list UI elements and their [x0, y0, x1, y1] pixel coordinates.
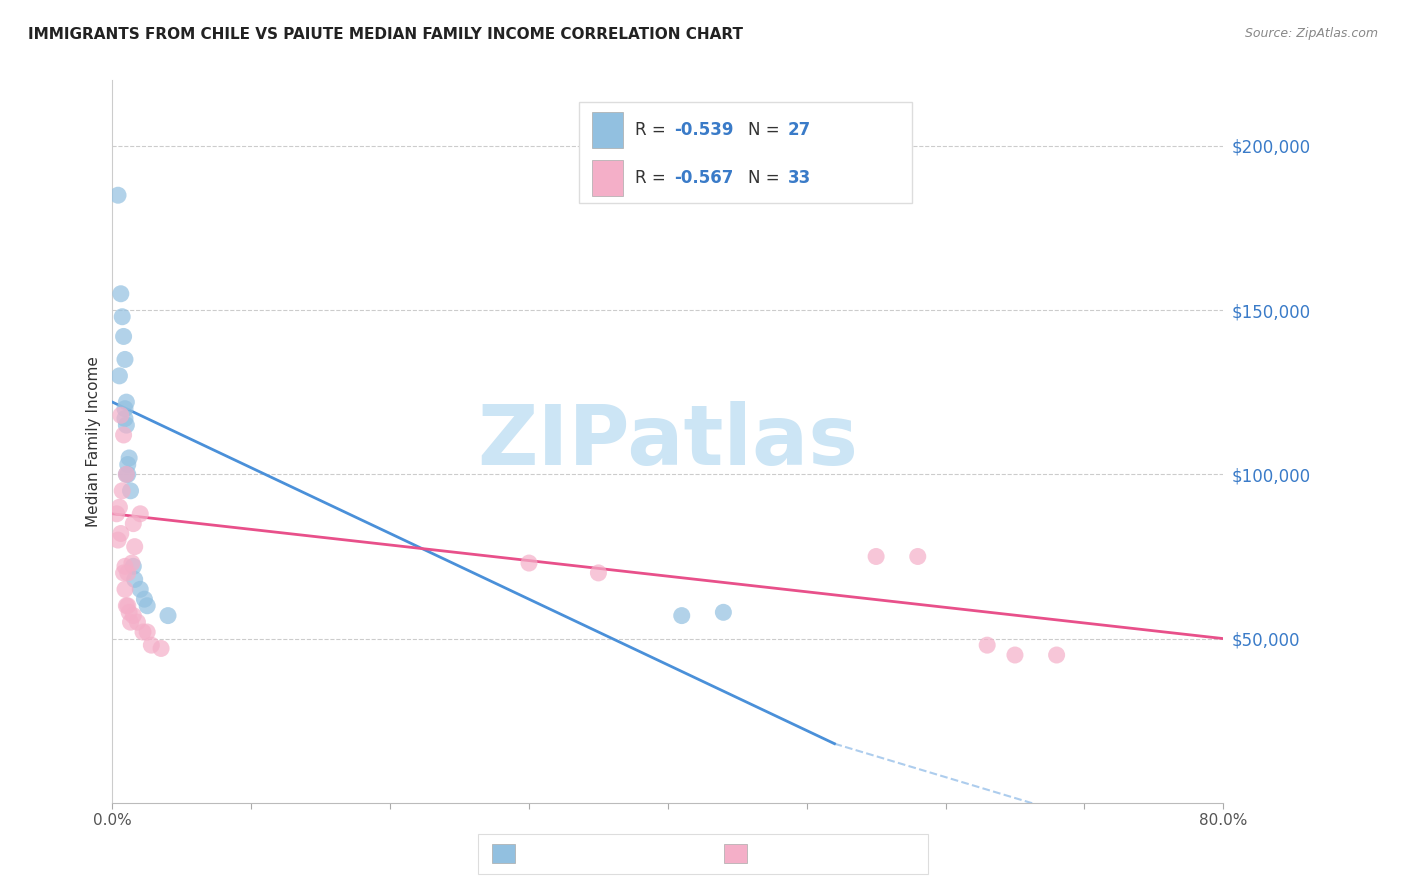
- Point: [121, 556, 143, 570]
- Point: [111, 483, 134, 498]
- Point: [111, 310, 134, 324]
- Point: [134, 592, 156, 607]
- Text: ZIPatlas: ZIPatlas: [478, 401, 858, 482]
- Point: [517, 556, 540, 570]
- Point: [114, 352, 136, 367]
- Point: [136, 625, 159, 640]
- Point: [117, 458, 139, 472]
- Y-axis label: Median Family Income: Median Family Income: [86, 356, 101, 527]
- Text: IMMIGRANTS FROM CHILE VS PAIUTE MEDIAN FAMILY INCOME CORRELATION CHART: IMMIGRANTS FROM CHILE VS PAIUTE MEDIAN F…: [28, 27, 744, 42]
- Text: R =: R =: [634, 169, 671, 186]
- Point: [115, 599, 138, 613]
- Point: [976, 638, 998, 652]
- Text: -0.539: -0.539: [675, 121, 734, 139]
- Text: 33: 33: [787, 169, 811, 186]
- Point: [132, 625, 155, 640]
- Point: [157, 608, 180, 623]
- Point: [114, 582, 136, 597]
- Point: [588, 566, 610, 580]
- Point: [120, 615, 142, 630]
- Point: [117, 599, 139, 613]
- Point: [110, 526, 132, 541]
- Point: [114, 411, 136, 425]
- Text: N =: N =: [748, 121, 785, 139]
- Text: -0.567: -0.567: [675, 169, 734, 186]
- Bar: [592, 160, 623, 196]
- Point: [112, 428, 135, 442]
- Point: [114, 559, 136, 574]
- Text: Immigrants from Chile: Immigrants from Chile: [527, 849, 699, 863]
- Point: [107, 533, 129, 547]
- Point: [115, 395, 138, 409]
- Point: [117, 566, 139, 580]
- Point: [150, 641, 173, 656]
- Point: [110, 409, 132, 423]
- Point: [108, 368, 131, 383]
- FancyBboxPatch shape: [579, 102, 912, 203]
- Point: [1045, 648, 1069, 662]
- Point: [865, 549, 887, 564]
- Point: [118, 605, 141, 619]
- Point: [136, 599, 159, 613]
- Point: [115, 418, 138, 433]
- Point: [122, 559, 145, 574]
- Point: [127, 615, 149, 630]
- Text: R =: R =: [634, 121, 671, 139]
- Point: [141, 638, 163, 652]
- Text: N =: N =: [748, 169, 785, 186]
- Point: [713, 605, 735, 619]
- Point: [117, 467, 139, 482]
- Point: [129, 507, 152, 521]
- Point: [112, 566, 135, 580]
- Bar: [592, 112, 623, 148]
- Text: Paiute: Paiute: [759, 849, 807, 863]
- Point: [122, 608, 145, 623]
- Text: 27: 27: [787, 121, 811, 139]
- Point: [120, 483, 142, 498]
- Point: [115, 467, 138, 482]
- Point: [118, 450, 141, 465]
- Point: [115, 467, 138, 482]
- Point: [110, 286, 132, 301]
- Point: [108, 500, 131, 515]
- Point: [114, 401, 136, 416]
- Point: [1004, 648, 1026, 662]
- Point: [129, 582, 152, 597]
- Point: [122, 516, 145, 531]
- Point: [124, 573, 146, 587]
- Point: [124, 540, 146, 554]
- Point: [105, 507, 128, 521]
- Point: [107, 188, 129, 202]
- Point: [112, 329, 135, 343]
- Point: [671, 608, 693, 623]
- Point: [907, 549, 929, 564]
- Text: Source: ZipAtlas.com: Source: ZipAtlas.com: [1244, 27, 1378, 40]
